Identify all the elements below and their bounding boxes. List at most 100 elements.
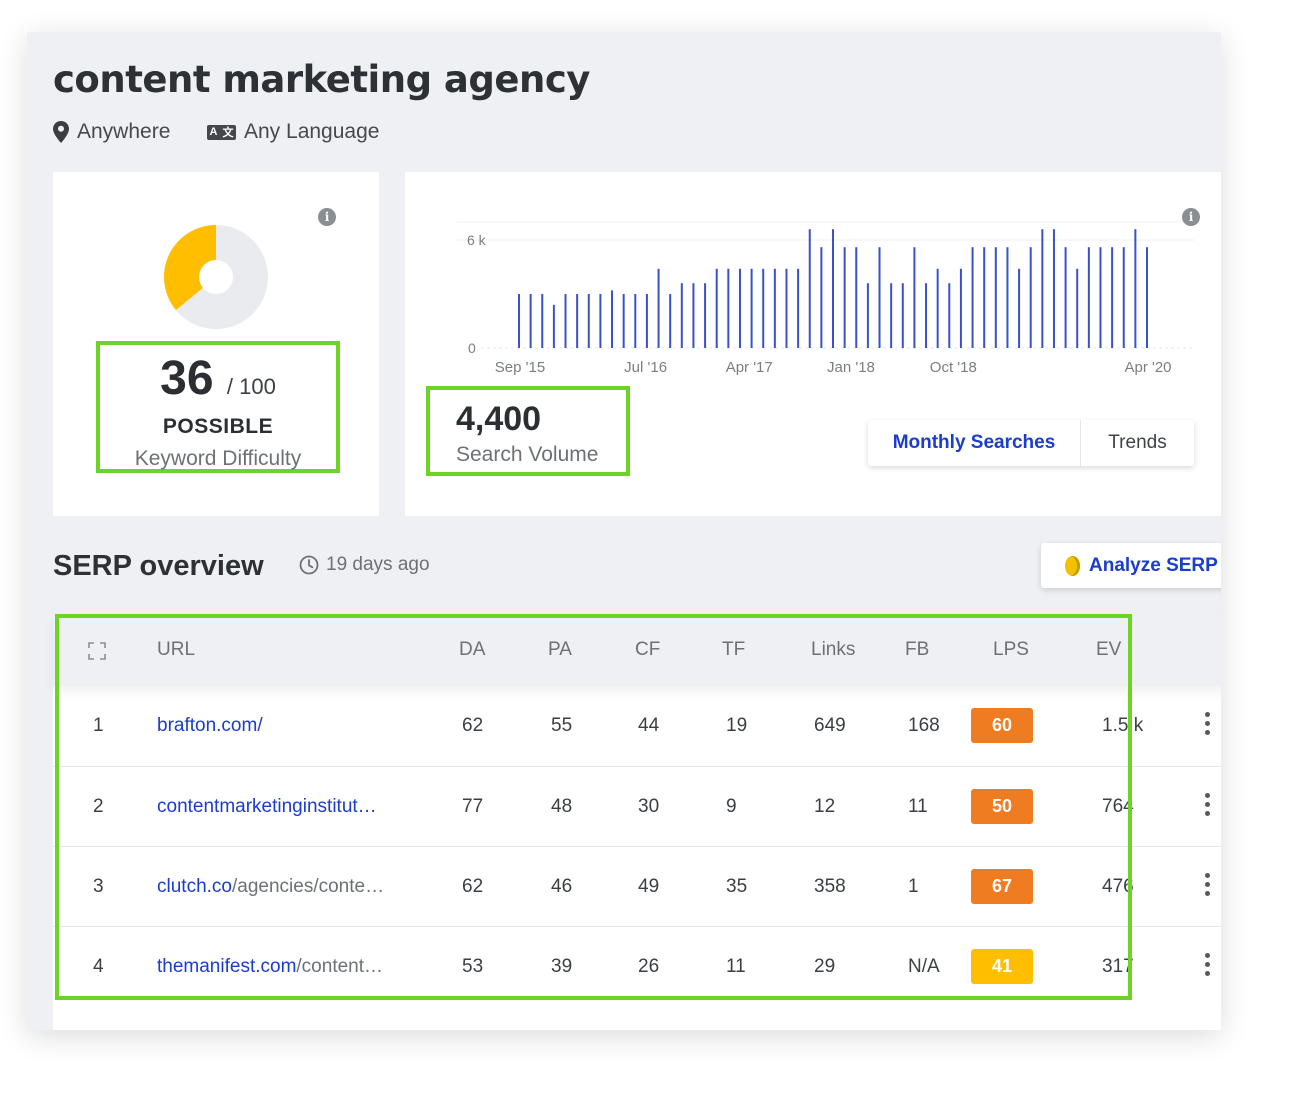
volume-bar bbox=[1029, 247, 1032, 348]
keyword-title: content marketing agency bbox=[53, 58, 590, 101]
column-ev[interactable]: EV bbox=[1096, 639, 1122, 660]
language-label: Any Language bbox=[244, 120, 380, 143]
column-fb[interactable]: FB bbox=[905, 639, 930, 660]
url-domain[interactable]: brafton.com/ bbox=[157, 715, 263, 736]
column-tf[interactable]: TF bbox=[722, 639, 746, 660]
row-rank: 1 bbox=[93, 715, 104, 736]
url-domain[interactable]: contentmarketinginstitut… bbox=[157, 796, 377, 817]
x-tick-label: Jan '18 bbox=[827, 359, 875, 376]
volume-bar bbox=[843, 247, 846, 348]
row-fb: N/A bbox=[908, 956, 940, 977]
url-domain[interactable]: clutch.co bbox=[157, 876, 232, 897]
table-row[interactable]: 1 brafton.com/ 62 55 44 19 649 168 60 1.… bbox=[53, 686, 1221, 766]
x-tick-label: Apr '20 bbox=[1124, 359, 1171, 376]
volume-bar bbox=[727, 268, 730, 348]
row-ev: 1.5 k bbox=[1102, 715, 1144, 736]
info-icon[interactable]: i bbox=[318, 208, 336, 226]
tab-monthly-searches[interactable]: Monthly Searches bbox=[868, 420, 1081, 466]
url-domain[interactable]: themanifest.com bbox=[157, 956, 297, 977]
column-lps[interactable]: LPS bbox=[993, 639, 1029, 660]
row-url[interactable]: brafton.com/ bbox=[157, 715, 263, 737]
search-volume-chart: 6 k 0 Sep '15 Jul '16 Apr '17 Jan '18 Oct '18 A… bbox=[457, 221, 1195, 376]
volume-bar bbox=[785, 268, 788, 348]
more-options-icon[interactable] bbox=[1205, 953, 1211, 976]
more-options-icon[interactable] bbox=[1205, 793, 1211, 816]
coin-icon bbox=[1065, 555, 1080, 576]
volume-bar bbox=[866, 283, 869, 348]
clock-icon bbox=[299, 555, 319, 575]
search-volume-card: 6 k 0 Sep '15 Jul '16 Apr '17 Jan '18 Oct '18 A… bbox=[405, 172, 1221, 516]
search-volume-highlight: 4,400 Search Volume bbox=[426, 386, 630, 476]
volume-bar bbox=[634, 294, 637, 348]
volume-bar bbox=[808, 229, 811, 348]
volume-bar bbox=[1111, 247, 1114, 348]
tab-trends[interactable]: Trends bbox=[1108, 432, 1167, 453]
column-links[interactable]: Links bbox=[811, 639, 856, 660]
row-pa: 48 bbox=[551, 796, 573, 817]
url-path: /content… bbox=[296, 956, 384, 977]
row-url[interactable]: contentmarketinginstitut… bbox=[157, 796, 377, 818]
table-row[interactable]: 4 themanifest.com/content… 53 39 26 11 2… bbox=[53, 926, 1221, 1007]
volume-bar bbox=[936, 268, 939, 348]
volume-bar bbox=[1052, 229, 1055, 348]
column-cf[interactable]: CF bbox=[635, 639, 661, 660]
volume-bar bbox=[797, 268, 800, 348]
column-url[interactable]: URL bbox=[157, 639, 196, 660]
row-links: 29 bbox=[814, 956, 836, 977]
row-tf: 19 bbox=[726, 715, 748, 736]
volume-bar bbox=[692, 283, 695, 348]
volume-bar bbox=[878, 247, 881, 348]
volume-bar bbox=[750, 268, 753, 348]
volume-bar bbox=[913, 247, 916, 348]
column-da[interactable]: DA bbox=[459, 639, 486, 660]
volume-bar bbox=[564, 294, 567, 348]
volume-bar bbox=[518, 294, 520, 348]
row-ev: 476 bbox=[1102, 876, 1134, 897]
volume-bar bbox=[994, 247, 997, 348]
map-pin-icon bbox=[53, 121, 69, 143]
row-links: 649 bbox=[814, 715, 846, 736]
row-rank: 3 bbox=[93, 876, 104, 897]
volume-bar bbox=[1064, 247, 1067, 348]
row-fb: 168 bbox=[908, 715, 940, 736]
volume-bar bbox=[622, 294, 625, 348]
volume-bar bbox=[704, 283, 707, 348]
row-rank: 2 bbox=[93, 796, 104, 817]
row-fb: 11 bbox=[908, 796, 928, 817]
more-options-icon[interactable] bbox=[1205, 712, 1211, 735]
row-url[interactable]: clutch.co/agencies/conte… bbox=[157, 876, 384, 898]
url-path: /agencies/conte… bbox=[231, 876, 385, 897]
volume-bar bbox=[971, 247, 974, 348]
row-tf: 35 bbox=[726, 876, 748, 897]
info-icon[interactable]: i bbox=[1182, 208, 1200, 226]
volume-bar bbox=[1006, 247, 1009, 348]
table-row[interactable]: 2 contentmarketinginstitut… 77 48 30 9 1… bbox=[53, 766, 1221, 847]
column-pa[interactable]: PA bbox=[548, 639, 572, 660]
row-cf: 44 bbox=[638, 715, 660, 736]
expand-icon[interactable] bbox=[88, 642, 106, 660]
volume-bar bbox=[669, 294, 672, 348]
volume-bar bbox=[599, 294, 602, 348]
volume-bar bbox=[738, 268, 741, 348]
table-row[interactable]: 3 clutch.co/agencies/conte… 62 46 49 35 … bbox=[53, 846, 1221, 927]
volume-bar bbox=[1099, 247, 1102, 348]
more-options-icon[interactable] bbox=[1205, 873, 1211, 896]
analyze-serp-label: Analyze SERP bbox=[1089, 554, 1218, 576]
row-url[interactable]: themanifest.com/content… bbox=[157, 956, 383, 978]
volume-bar bbox=[552, 304, 555, 348]
row-da: 62 bbox=[462, 876, 484, 897]
volume-bar bbox=[925, 283, 928, 348]
volume-bar bbox=[855, 247, 858, 348]
x-tick-label: Apr '17 bbox=[726, 359, 773, 376]
location-selector[interactable]: Anywhere bbox=[53, 120, 170, 144]
analyze-serp-button[interactable]: Analyze SERP bbox=[1041, 543, 1221, 588]
row-da: 53 bbox=[462, 956, 484, 977]
volume-bar bbox=[680, 283, 683, 348]
x-tick-label: Jul '16 bbox=[624, 359, 667, 376]
keyword-difficulty-highlight: 36 / 100 POSSIBLE Keyword Difficulty bbox=[96, 341, 340, 473]
row-da: 77 bbox=[462, 796, 484, 817]
volume-bar bbox=[541, 294, 544, 348]
chart-mode-toggle: Monthly Searches Trends bbox=[868, 420, 1194, 466]
difficulty-label: Keyword Difficulty bbox=[134, 447, 302, 470]
